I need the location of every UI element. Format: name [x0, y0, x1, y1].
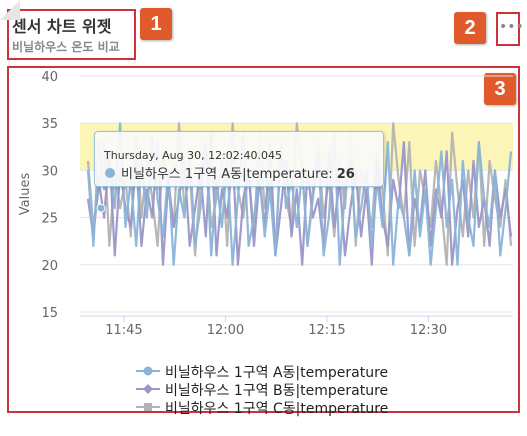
- tooltip-series-marker-icon: [105, 168, 115, 178]
- y-tick-label-25: 25: [41, 212, 58, 227]
- y-tick-label-15: 15: [41, 306, 58, 321]
- square-marker-icon: [136, 403, 160, 411]
- legend-label-series-c: 비닐하우스 1구역 C동|temperature: [165, 401, 389, 417]
- title-annotation-box: [7, 9, 136, 60]
- y-tick-label-30: 30: [41, 164, 58, 179]
- y-axis-title: Values: [18, 173, 33, 216]
- tooltip-series-name: 비닐하우스 1구역 A동|temperature: [121, 167, 329, 182]
- y-tick-label-40: 40: [41, 70, 58, 85]
- annotation-badge-1: 1: [140, 8, 172, 40]
- x-tick-label-2: 12:15: [308, 323, 345, 338]
- widget-title: 센서 차트 위젯: [12, 17, 112, 36]
- diamond-marker-icon: [136, 384, 160, 394]
- series-line-a: [86, 122, 513, 266]
- tooltip-series-value: 비닐하우스 1구역 A동|temperature: 26: [121, 167, 355, 182]
- y-tick-label-35: 35: [41, 117, 58, 132]
- circle-marker-icon: [136, 366, 160, 376]
- legend-label-series-a: 비닐하우스 1구역 A동|temperature: [165, 365, 389, 381]
- x-tick-label-0: 11:45: [105, 323, 142, 338]
- hovered-point-marker: [96, 203, 106, 213]
- widget-subtitle: 비닐하우스 온도 비교: [12, 40, 120, 54]
- x-tick-label-3: 12:30: [410, 323, 447, 338]
- chart-tooltip: Thursday, Aug 30, 12:02:40.045 비닐하우스 1구역…: [94, 131, 384, 187]
- resize-handle-icon[interactable]: [0, 0, 20, 20]
- x-tick-label-1: 12:00: [207, 323, 244, 338]
- annotation-badge-3: 3: [484, 73, 516, 105]
- tooltip-value: 26: [336, 167, 355, 182]
- widget-menu-button[interactable]: •••: [496, 12, 524, 46]
- y-tick-label-20: 20: [41, 259, 58, 274]
- tooltip-timestamp: Thursday, Aug 30, 12:02:40.045: [104, 149, 283, 162]
- chart-annotation-box: [7, 66, 520, 413]
- legend-label-series-b: 비닐하우스 1구역 B동|temperature: [165, 383, 389, 399]
- annotation-badge-2: 2: [454, 12, 486, 44]
